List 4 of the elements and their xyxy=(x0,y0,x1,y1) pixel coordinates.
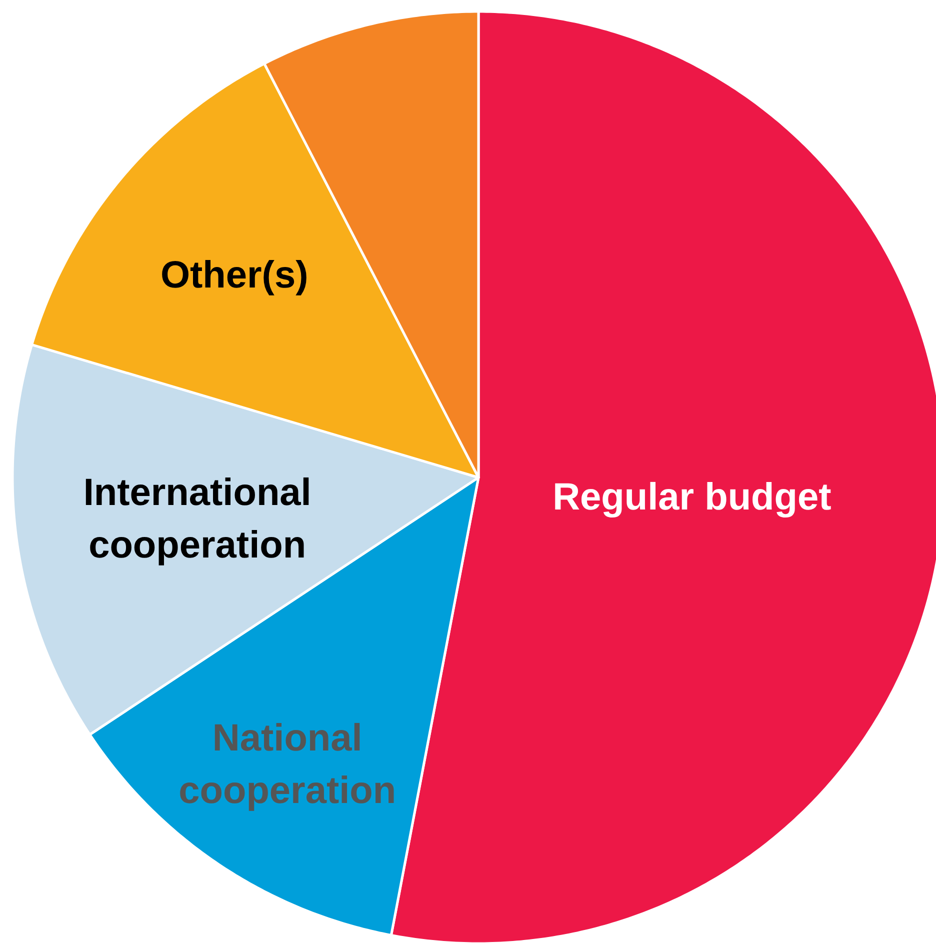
slice-label: Other(s) xyxy=(160,254,308,297)
slice-label: National cooperation xyxy=(178,717,396,812)
slice-label: Regular budget xyxy=(552,476,832,519)
slice-label: International cooperation xyxy=(83,472,312,567)
